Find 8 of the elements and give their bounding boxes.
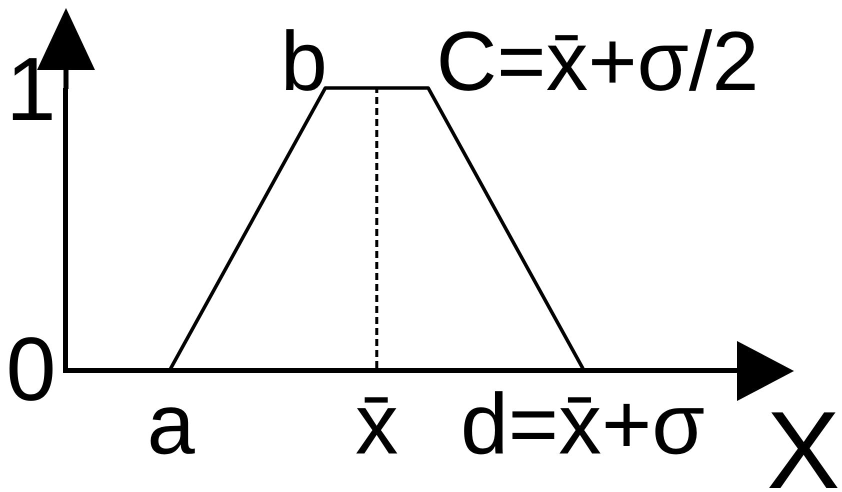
x-tick-label: a (147, 376, 195, 472)
y-tick-label: 0 (6, 320, 56, 420)
x-tick-label: d=x̄+σ (460, 376, 705, 472)
x-axis-title: X (766, 389, 840, 492)
y-tick-label: 1 (6, 40, 56, 140)
annotation: C=x̄+σ/2 (436, 14, 759, 108)
x-tick-label: x̄ (355, 376, 398, 472)
annotation: b (280, 14, 328, 108)
